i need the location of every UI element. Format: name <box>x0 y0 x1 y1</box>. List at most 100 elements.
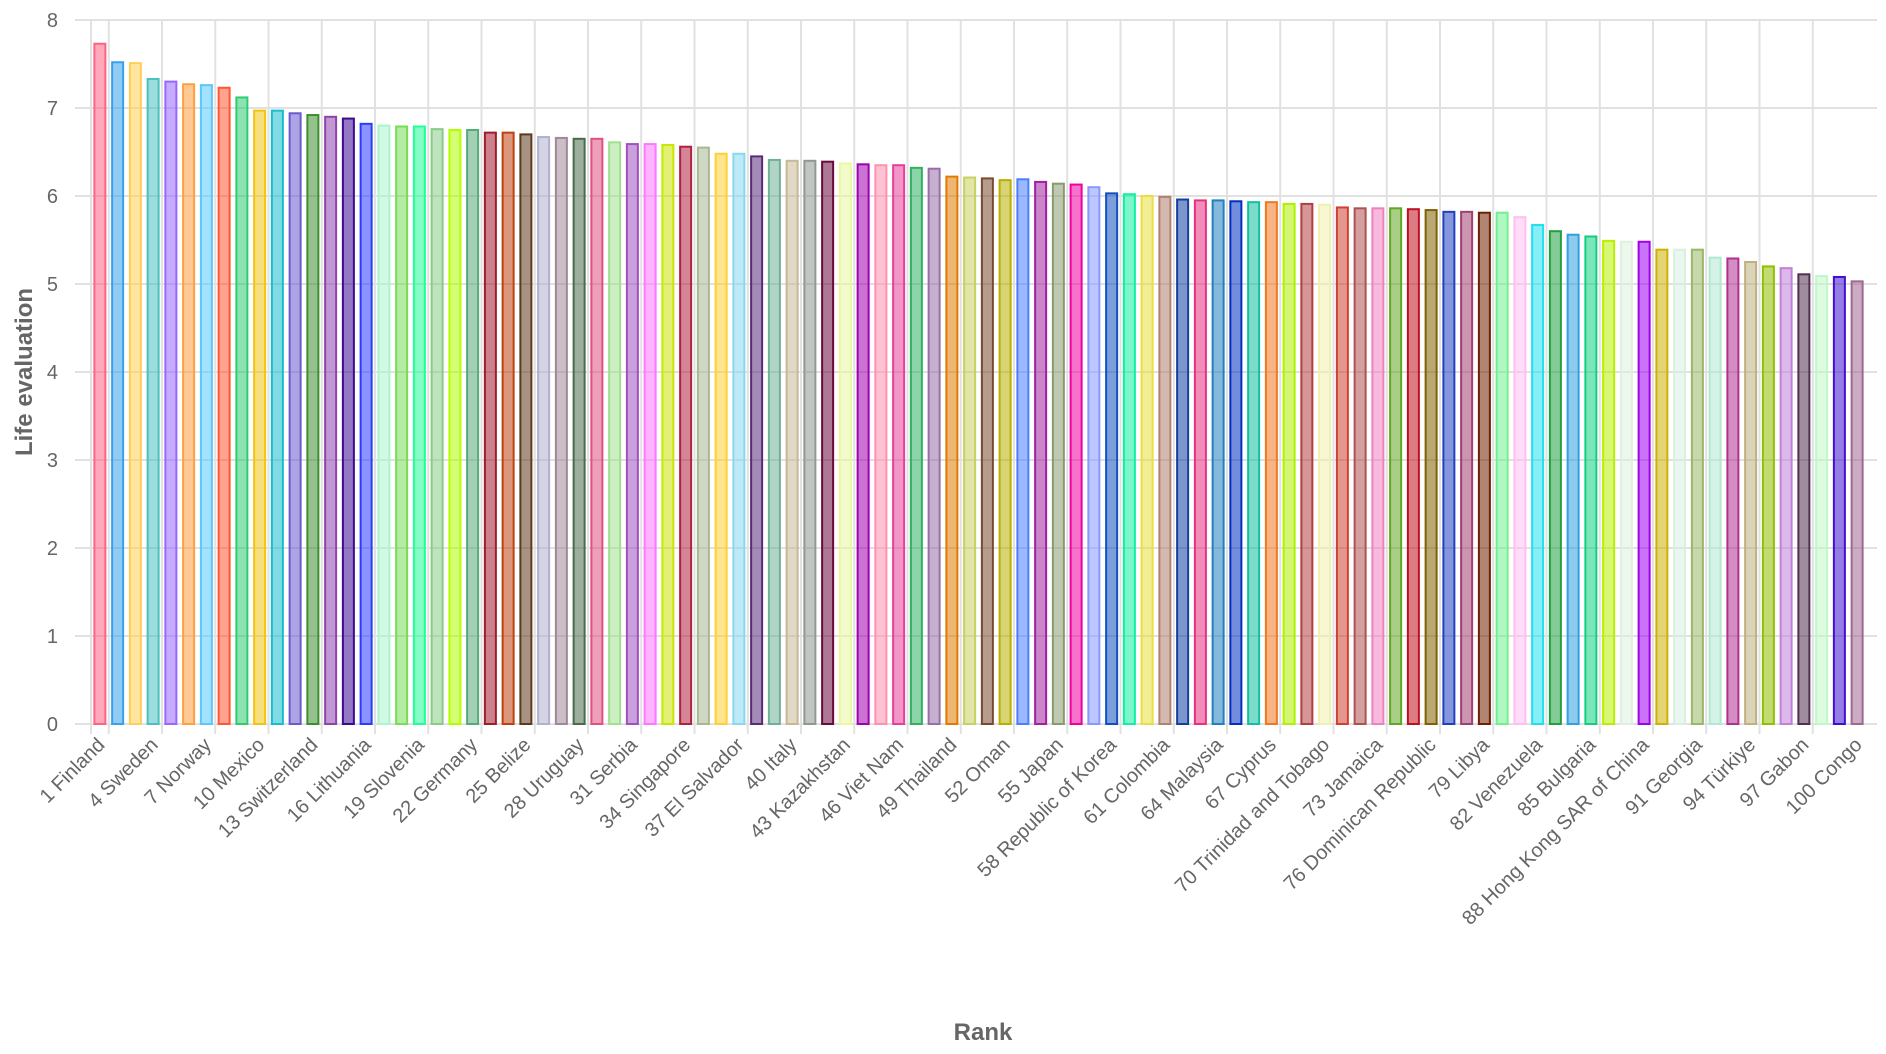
bar <box>1282 202 1296 726</box>
bar <box>448 129 462 725</box>
bar <box>466 129 480 725</box>
bar <box>1389 207 1403 725</box>
bar <box>945 175 959 725</box>
bar <box>1744 261 1758 725</box>
bar <box>1211 199 1225 725</box>
bar <box>625 143 639 725</box>
bar <box>909 166 923 725</box>
bar <box>182 83 196 726</box>
bar <box>1531 224 1545 725</box>
bar <box>803 159 817 726</box>
bar <box>643 143 657 725</box>
bar <box>1300 202 1314 726</box>
bar <box>146 77 160 725</box>
bar <box>785 159 799 726</box>
y-tick-label: 5 <box>47 274 58 296</box>
bar <box>696 146 710 726</box>
grid-lines <box>75 19 1877 734</box>
bar <box>1406 208 1420 725</box>
bar <box>963 176 977 725</box>
bar <box>412 125 426 726</box>
bar <box>430 128 444 725</box>
bar <box>235 96 249 725</box>
bar <box>1335 206 1349 725</box>
bar <box>501 131 515 725</box>
bar <box>1832 275 1846 725</box>
bar <box>608 141 622 725</box>
bar <box>980 177 994 725</box>
bar <box>1122 193 1136 726</box>
y-tick-label: 3 <box>47 450 58 472</box>
bar <box>1477 211 1491 725</box>
bar <box>1353 207 1367 725</box>
bar <box>217 86 231 725</box>
bar <box>324 115 338 726</box>
y-tick-label: 4 <box>47 362 58 384</box>
bar <box>1655 248 1669 725</box>
bar <box>1460 210 1474 725</box>
bar <box>1815 275 1829 725</box>
bar <box>1637 240 1651 725</box>
y-tick-label: 7 <box>47 98 58 120</box>
bar <box>1069 183 1083 725</box>
bar <box>1051 182 1065 725</box>
bar <box>359 122 373 725</box>
bar <box>821 160 835 725</box>
x-axis-title: Rank <box>954 1019 1013 1046</box>
bar <box>128 62 142 726</box>
bar <box>377 124 391 726</box>
bar <box>750 155 764 725</box>
bar <box>1229 200 1243 725</box>
bar <box>1513 216 1527 725</box>
bar <box>767 158 781 726</box>
y-tick-label: 0 <box>47 714 58 736</box>
bar <box>1371 207 1385 725</box>
bar <box>1105 192 1119 726</box>
bar <box>679 145 693 726</box>
bar <box>1318 203 1332 726</box>
bar <box>306 114 320 726</box>
bar <box>1247 201 1261 726</box>
bar <box>1619 240 1633 725</box>
y-tick-label: 8 <box>47 10 58 32</box>
y-axis-title: Life evaluation <box>11 288 38 456</box>
bar <box>483 131 497 725</box>
bar <box>1140 195 1154 725</box>
bar <box>1850 280 1864 725</box>
bar <box>1673 248 1687 725</box>
bar <box>1424 209 1438 725</box>
bar <box>927 167 941 726</box>
bar <box>1584 235 1598 725</box>
bar <box>395 125 409 726</box>
bar <box>1087 186 1101 725</box>
bar <box>1708 256 1722 725</box>
bar <box>111 61 125 726</box>
bar <box>270 109 284 725</box>
bar <box>998 179 1012 726</box>
bar <box>874 164 888 725</box>
bar <box>164 80 178 726</box>
bars <box>93 42 1864 726</box>
bar <box>732 152 746 725</box>
bar <box>714 152 728 725</box>
bar <box>1176 198 1190 725</box>
bar <box>288 112 302 725</box>
bar <box>1442 210 1456 725</box>
bar <box>856 163 870 725</box>
bar <box>554 136 568 726</box>
bar <box>519 133 533 725</box>
y-axis-ticks: 0 1 2 3 4 5 6 7 8 <box>47 10 58 736</box>
bar <box>1690 248 1704 725</box>
bar <box>1495 211 1509 725</box>
bar <box>537 136 551 726</box>
bar <box>1548 230 1562 725</box>
bar <box>341 117 355 725</box>
bar <box>253 109 267 725</box>
bar <box>838 162 852 725</box>
x-tick-label: 82 Venezuela <box>1446 733 1548 835</box>
bar <box>572 137 586 726</box>
bar <box>590 137 604 726</box>
bar <box>1726 257 1740 725</box>
